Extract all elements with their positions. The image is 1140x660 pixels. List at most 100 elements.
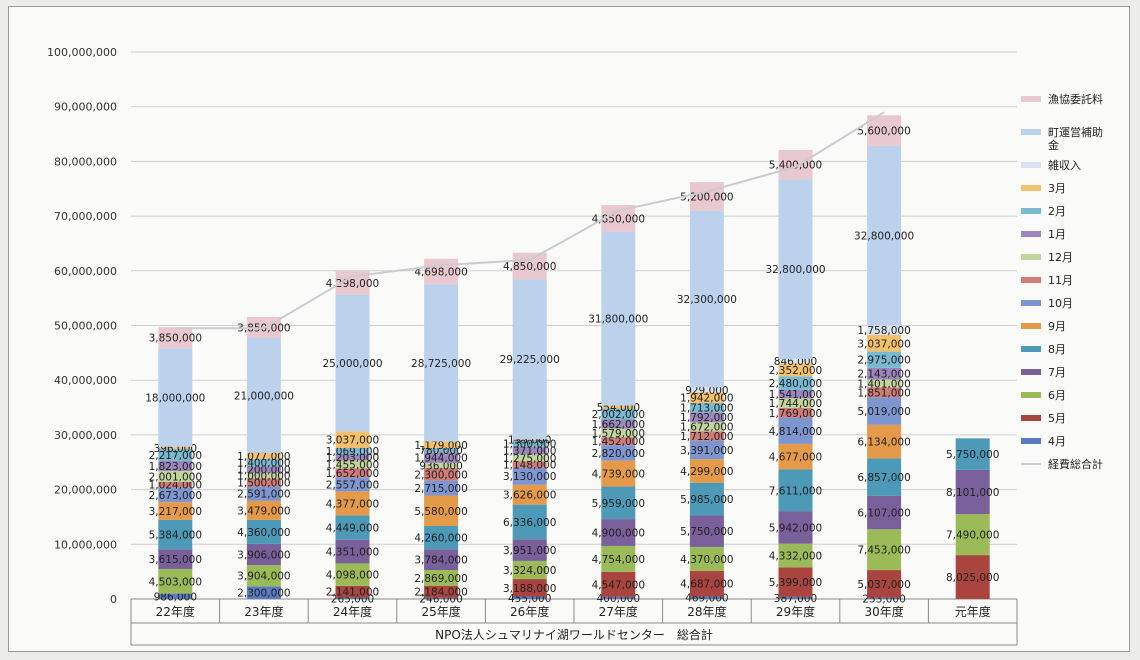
data-label: 1,455,000 <box>326 459 379 471</box>
bar-segment <box>867 334 902 352</box>
bar-segment <box>335 460 370 469</box>
data-label: 3,037,000 <box>857 338 910 350</box>
data-label: 7,611,000 <box>769 485 822 497</box>
bar-segment <box>867 145 902 326</box>
data-label: 3,850,000 <box>149 333 202 345</box>
data-label: 1,200,000 <box>237 465 290 477</box>
data-label: 2,184,000 <box>414 587 467 599</box>
bar-segment <box>246 486 281 501</box>
stacked-bar-chart: 0 10,000,000 20,000,000 30,000,000 40,000,00… <box>47 46 1103 646</box>
data-label: 1,713,000 <box>680 403 733 415</box>
data-label: 28,725,000 <box>411 358 471 370</box>
data-label: 3,904,000 <box>237 571 290 583</box>
data-label: 2,869,000 <box>414 573 467 585</box>
x-axis-title: NPO法人シュマリナイ湖ワールドセンター 総合計 <box>435 627 713 642</box>
data-label: 2,557,000 <box>326 479 379 491</box>
data-label: 2,141,000 <box>326 587 379 599</box>
bar-segment <box>601 419 636 429</box>
bar-segment <box>335 539 370 564</box>
data-label: 1,792,000 <box>680 412 733 424</box>
y-tick-label: 100,000,000 <box>47 46 117 59</box>
bar-segment <box>512 439 547 440</box>
x-tick-label: 28年度 <box>687 604 726 619</box>
bar-segment <box>689 596 724 599</box>
data-label: 1,769,000 <box>769 408 822 420</box>
bar-segment <box>689 210 724 388</box>
data-label: 2,217,000 <box>149 450 202 462</box>
x-tick-label: 26年度 <box>510 604 549 619</box>
bar-segment <box>955 514 990 556</box>
bar-segment <box>246 543 281 566</box>
bar-segment <box>512 461 547 468</box>
legend-marker <box>1021 415 1041 421</box>
bar-segment <box>601 460 636 487</box>
legend-label: 12月 <box>1048 251 1073 264</box>
legend-label-line: 金 <box>1048 138 1059 152</box>
bar-segment <box>689 422 724 432</box>
data-label: 4,900,000 <box>592 528 645 540</box>
bar-segment <box>689 412 724 423</box>
data-label: 5,399,000 <box>769 577 822 589</box>
bar-segment <box>867 367 902 380</box>
data-label: 18,000,000 <box>145 392 205 404</box>
bar-segment <box>424 480 459 496</box>
bar-segment <box>601 205 636 232</box>
y-tick-label: 50,000,000 <box>54 320 117 333</box>
legend-marker <box>1021 96 1041 102</box>
bar-segment <box>955 555 990 599</box>
x-tick-label: 29年度 <box>776 604 815 619</box>
data-label: 4,739,000 <box>592 469 645 481</box>
bar-segment <box>778 443 813 470</box>
x-tick-label: 30年度 <box>864 604 903 619</box>
data-label: 5,750,000 <box>946 449 999 461</box>
data-label: 1,672,000 <box>680 422 733 434</box>
data-label: 929,000 <box>685 385 728 397</box>
data-label: 3,130,000 <box>503 471 556 483</box>
data-label: 3,784,000 <box>414 555 467 567</box>
data-label: 6,336,000 <box>503 517 556 529</box>
data-label: 4,677,000 <box>769 452 822 464</box>
bar-segment <box>512 279 547 440</box>
legend-label-line: 町運営補助 <box>1048 125 1103 139</box>
y-tick-label: 70,000,000 <box>54 210 117 223</box>
bar-segment <box>158 461 193 471</box>
data-label: 2,480,000 <box>769 378 822 390</box>
data-label: 1,400,000 <box>237 458 290 470</box>
data-label: 6,857,000 <box>857 472 910 484</box>
data-label: 21,000,000 <box>234 390 294 402</box>
bar-segment <box>601 445 636 461</box>
total-expenses-line <box>175 111 885 330</box>
bar-segment <box>424 284 459 442</box>
bar-segment <box>689 387 724 393</box>
bar-segment <box>601 437 636 446</box>
bar-segment <box>867 397 902 425</box>
bar-segment <box>158 446 193 449</box>
bar-segment <box>158 549 193 569</box>
data-label: 1,203,000 <box>326 452 379 464</box>
data-label: 4,370,000 <box>680 554 733 566</box>
bar-segment <box>512 467 547 485</box>
legend-label: 6月 <box>1048 389 1066 402</box>
bar-segment <box>158 470 193 482</box>
x-tick-label: 25年度 <box>421 604 460 619</box>
data-label: 4,351,000 <box>326 547 379 559</box>
data-label: 4,260,000 <box>414 533 467 545</box>
data-label: 1,662,000 <box>592 419 645 431</box>
data-label: 3,626,000 <box>503 490 556 502</box>
bar-segment <box>512 539 547 561</box>
data-label: 4,687,000 <box>680 579 733 591</box>
legend-label: 3月 <box>1048 182 1066 195</box>
legend-marker <box>1021 369 1041 375</box>
data-label: 2,143,000 <box>857 369 910 381</box>
legend-marker <box>1021 346 1041 352</box>
data-label: 5,959,000 <box>592 498 645 510</box>
data-label: 5,580,000 <box>414 506 467 518</box>
data-label: 1,579,000 <box>592 428 645 440</box>
bar-segment <box>512 252 547 280</box>
data-label: 4,299,000 <box>680 466 733 478</box>
data-label: 1,275,000 <box>503 453 556 465</box>
data-label: 2,300,000 <box>414 469 467 481</box>
legend-label-line: 経費総合計 <box>1048 457 1103 471</box>
data-label: 1,300,000 <box>503 438 556 450</box>
bar-segment <box>867 458 902 496</box>
